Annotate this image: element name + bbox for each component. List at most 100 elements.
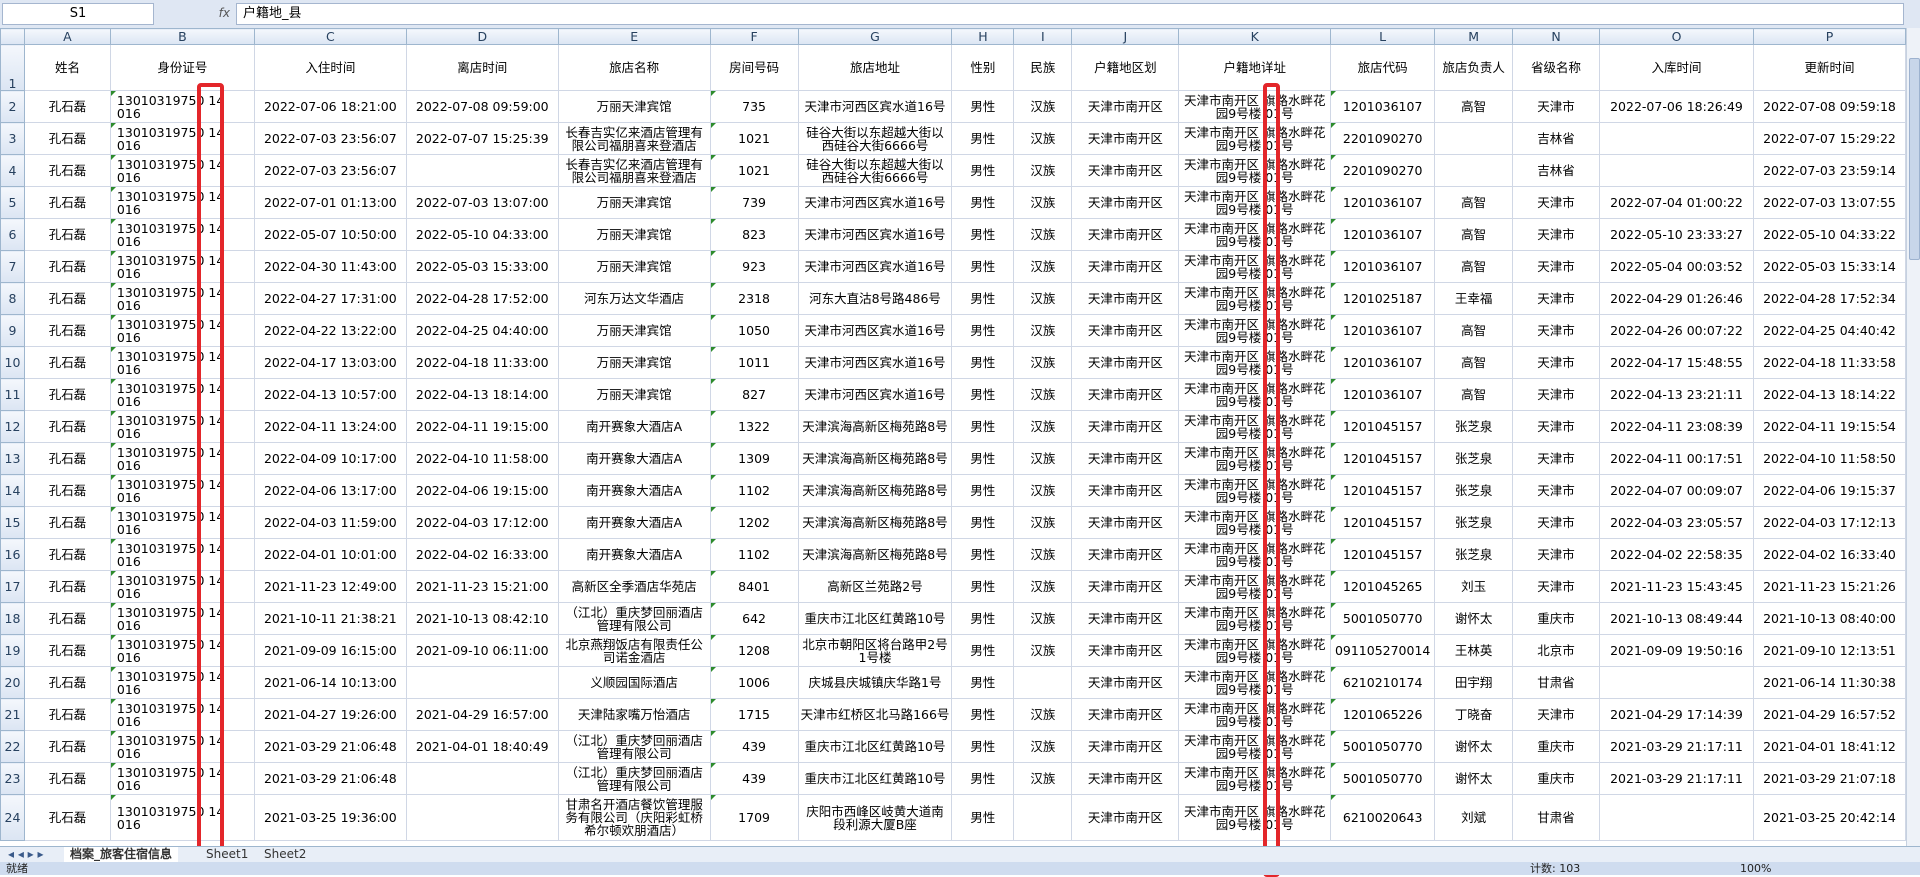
cell[interactable]: 汉族 <box>1013 218 1073 251</box>
cell[interactable]: 汉族 <box>1013 602 1073 635</box>
cell[interactable]: 孔石磊 <box>23 538 111 571</box>
cell[interactable]: 北京市 <box>1512 634 1601 667</box>
cell[interactable]: 男性 <box>951 314 1015 347</box>
header-cell[interactable]: 入住时间 <box>253 44 407 91</box>
cell[interactable]: 张芝泉 <box>1434 410 1514 443</box>
cell[interactable]: 河东大直沽8号路486号 <box>797 282 953 315</box>
cell[interactable]: 13010319750 14 016 <box>109 186 255 219</box>
cell[interactable]: 汉族 <box>1013 442 1073 475</box>
cell[interactable]: 2021-11-23 15:43:45 <box>1599 570 1754 603</box>
cell[interactable]: 汉族 <box>1013 186 1073 219</box>
cell[interactable]: 刘玉 <box>1434 570 1514 603</box>
cell[interactable]: 1201036107 <box>1330 346 1436 379</box>
cell[interactable]: 天津市南开区 旗路水畔花园9号楼 01号 <box>1178 698 1332 731</box>
cell[interactable]: 2022-05-10 04:33:00 <box>405 218 559 251</box>
header-cell[interactable]: 省级名称 <box>1512 44 1601 91</box>
cell[interactable]: 2021-10-13 08:40:00 <box>1752 602 1906 635</box>
cell[interactable]: 汉族 <box>1013 314 1073 347</box>
cell[interactable]: 男性 <box>951 634 1015 667</box>
cell[interactable]: 义顺园国际酒店 <box>557 666 711 699</box>
cell[interactable]: 1201036107 <box>1330 314 1436 347</box>
cell[interactable]: 2021-04-29 16:57:52 <box>1752 698 1906 731</box>
sheet-tab[interactable]: 档案_旅客住宿信息 <box>64 847 179 862</box>
cell[interactable]: 1201036107 <box>1330 250 1436 283</box>
cell[interactable]: 827 <box>709 378 799 411</box>
cell[interactable]: 孔石磊 <box>23 378 111 411</box>
cell[interactable]: 2021-10-11 21:38:21 <box>253 602 407 635</box>
cell[interactable]: 2022-04-28 17:52:34 <box>1752 282 1906 315</box>
header-cell[interactable]: 旅店代码 <box>1330 44 1436 91</box>
cell[interactable]: 2022-04-03 23:05:57 <box>1599 506 1754 539</box>
cell[interactable]: 1102 <box>709 474 799 507</box>
cell[interactable]: 2021-06-14 11:30:38 <box>1752 666 1906 699</box>
cell[interactable] <box>1013 794 1073 841</box>
cell[interactable]: 汉族 <box>1013 90 1073 123</box>
cell[interactable]: 刘斌 <box>1434 794 1514 841</box>
cell[interactable]: 2022-04-07 00:09:07 <box>1599 474 1754 507</box>
cell[interactable]: 汉族 <box>1013 538 1073 571</box>
cell[interactable]: 天津市南开区 旗路水畔花园9号楼 01号 <box>1178 314 1332 347</box>
cell[interactable]: 天津市南开区 旗路水畔花园9号楼 01号 <box>1178 90 1332 123</box>
cell[interactable]: 天津市南开区 <box>1071 794 1180 841</box>
cell[interactable]: 天津市南开区 <box>1071 474 1180 507</box>
cell[interactable]: 河东万达文华酒店 <box>557 282 711 315</box>
row-number[interactable]: 5 <box>0 186 25 219</box>
cell[interactable]: 天津市 <box>1512 282 1601 315</box>
row-number[interactable]: 1 <box>0 44 25 91</box>
cell[interactable]: 2022-04-11 19:15:54 <box>1752 410 1906 443</box>
cell[interactable]: 13010319750 14 016 <box>109 154 255 187</box>
cell[interactable]: 6210020643 <box>1330 794 1436 841</box>
cell[interactable]: 1201036107 <box>1330 218 1436 251</box>
cell[interactable]: 汉族 <box>1013 506 1073 539</box>
cell[interactable]: 13010319750 14 016 <box>109 794 255 841</box>
header-cell[interactable]: 户籍地详址 <box>1178 44 1332 91</box>
cell[interactable]: 1201045157 <box>1330 474 1436 507</box>
cell[interactable]: 13010319750 14 016 <box>109 474 255 507</box>
cell[interactable]: 2022-07-03 13:07:00 <box>405 186 559 219</box>
cell[interactable]: 091105270014 <box>1330 634 1436 667</box>
cell[interactable]: 王幸福 <box>1434 282 1514 315</box>
cell[interactable]: 孔石磊 <box>23 218 111 251</box>
cell[interactable]: 高智 <box>1434 186 1514 219</box>
cell[interactable]: 孔石磊 <box>23 794 111 841</box>
cell[interactable]: 天津滨海高新区梅苑路8号 <box>797 442 953 475</box>
cell[interactable]: 天津市南开区 <box>1071 410 1180 443</box>
select-all[interactable] <box>0 28 25 45</box>
cell[interactable]: 天津市南开区 <box>1071 506 1180 539</box>
cell[interactable]: 2022-04-03 17:12:13 <box>1752 506 1906 539</box>
cell[interactable]: 2021-10-13 08:42:10 <box>405 602 559 635</box>
cell[interactable]: 天津市南开区 <box>1071 762 1180 795</box>
cell[interactable]: 2021-11-23 15:21:00 <box>405 570 559 603</box>
cell[interactable]: 13010319750 14 016 <box>109 570 255 603</box>
cell[interactable]: 2022-05-04 00:03:52 <box>1599 250 1754 283</box>
cell[interactable]: 2022-07-03 13:07:55 <box>1752 186 1906 219</box>
cell[interactable]: 2021-03-29 21:17:11 <box>1599 730 1754 763</box>
cell[interactable]: 天津市南开区 <box>1071 186 1180 219</box>
cell[interactable]: 天津市南开区 旗路水畔花园9号楼 01号 <box>1178 762 1332 795</box>
cell[interactable]: 男性 <box>951 666 1015 699</box>
row-number[interactable]: 16 <box>0 538 25 571</box>
cell[interactable]: 汉族 <box>1013 154 1073 187</box>
cell[interactable]: 1201045265 <box>1330 570 1436 603</box>
cell[interactable]: 1202 <box>709 506 799 539</box>
sheet-tab[interactable]: Sheet1 <box>206 847 249 861</box>
cell[interactable]: 天津市南开区 旗路水畔花园9号楼 01号 <box>1178 410 1332 443</box>
cell[interactable]: 1021 <box>709 122 799 155</box>
cell[interactable]: 甘肃省 <box>1512 794 1601 841</box>
cell[interactable]: 2021-09-09 16:15:00 <box>253 634 407 667</box>
column-letter[interactable]: G <box>797 28 953 45</box>
cell[interactable]: 重庆市 <box>1512 602 1601 635</box>
cell[interactable]: （江北）重庆梦回丽酒店管理有限公司 <box>557 602 711 635</box>
header-cell[interactable]: 旅店负责人 <box>1434 44 1514 91</box>
cell[interactable]: 13010319750 14 016 <box>109 250 255 283</box>
cell[interactable]: 8401 <box>709 570 799 603</box>
cell[interactable]: 2021-11-23 12:49:00 <box>253 570 407 603</box>
row-number[interactable]: 8 <box>0 282 25 315</box>
cell[interactable]: 天津市 <box>1512 538 1601 571</box>
row-number[interactable]: 15 <box>0 506 25 539</box>
cell[interactable]: 张芝泉 <box>1434 442 1514 475</box>
cell[interactable]: 13010319750 14 016 <box>109 506 255 539</box>
cell[interactable]: 2022-04-06 19:15:00 <box>405 474 559 507</box>
cell[interactable]: 923 <box>709 250 799 283</box>
cell[interactable]: 2021-04-29 17:14:39 <box>1599 698 1754 731</box>
